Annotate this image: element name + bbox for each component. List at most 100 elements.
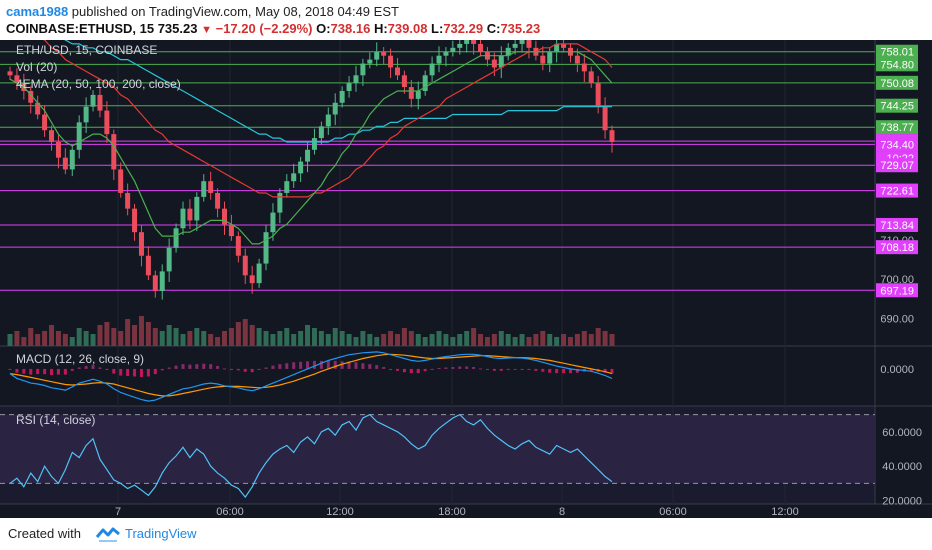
candle-body <box>49 130 55 142</box>
volume-bar <box>138 316 144 346</box>
price-change: −17.20 (−2.29%) <box>215 21 313 36</box>
candle-body <box>325 114 331 127</box>
macd-histogram-bar <box>479 368 483 370</box>
macd-axis-label: 0.0000 <box>880 364 914 376</box>
macd-histogram-bar <box>347 361 351 369</box>
candle-body <box>498 55 504 68</box>
candle-body <box>138 232 144 256</box>
candle-body <box>208 181 214 193</box>
close-value: 735.23 <box>500 21 541 36</box>
volume-bar <box>602 331 608 346</box>
volume-bar <box>159 331 165 346</box>
volume-bar <box>277 331 283 346</box>
candle-body <box>422 75 428 91</box>
volume-bar <box>270 334 276 346</box>
macd-histogram-bar <box>437 367 441 369</box>
rsi-axis-label: 40.0000 <box>882 461 922 473</box>
candle-body <box>90 94 96 107</box>
rsi-axis-label: 20.0000 <box>882 496 922 508</box>
candle-body <box>588 71 594 84</box>
created-with-text: Created with <box>8 526 81 541</box>
candle-body <box>180 208 186 229</box>
volume-bar <box>173 328 179 346</box>
macd-histogram-bar <box>423 368 427 372</box>
macd-histogram-bar <box>8 368 12 370</box>
volume-bar <box>42 331 48 346</box>
volume-bar <box>208 334 214 346</box>
candle-body <box>166 247 172 272</box>
author-name[interactable]: cama1988 <box>6 4 69 19</box>
candle-body <box>574 55 580 64</box>
candle-body <box>602 106 608 131</box>
candle-body <box>346 83 352 91</box>
volume-bar <box>422 337 428 346</box>
price-tag-label: 738.77 <box>880 122 914 134</box>
macd-legend-label: MACD (12, 26, close, 9) <box>16 352 144 366</box>
price-axis-label: 700.00 <box>880 274 914 286</box>
candle-body <box>526 40 532 48</box>
candle-body <box>222 208 228 225</box>
volume-bar <box>69 337 75 346</box>
candle-body <box>14 75 20 84</box>
x-tick-label: 06:00 <box>216 506 244 518</box>
last-price: 735.23 <box>157 21 198 36</box>
macd-histogram-bar <box>105 368 109 370</box>
macd-histogram-bar <box>458 366 462 369</box>
macd-line <box>9 351 613 402</box>
price-axis-area <box>875 40 932 504</box>
volume-bar <box>194 328 200 346</box>
candle-body <box>471 40 477 44</box>
candle-body <box>360 63 366 76</box>
volume-bar <box>111 328 117 346</box>
volume-bar <box>228 328 234 346</box>
candle-body <box>291 173 297 182</box>
candle-body <box>83 106 89 123</box>
macd-histogram-bar <box>562 368 566 374</box>
volume-bar <box>291 334 297 346</box>
macd-histogram-bar <box>575 368 579 373</box>
volume-bar <box>76 328 82 346</box>
high-label: H: <box>373 21 388 36</box>
volume-bar <box>318 331 324 346</box>
price-tag-box <box>876 137 918 152</box>
candle-body <box>505 47 511 56</box>
macd-histogram-bar <box>146 368 150 377</box>
macd-histogram-bar <box>555 368 559 374</box>
volume-bar <box>62 334 68 346</box>
candle-body <box>228 224 234 237</box>
volume-bar <box>505 334 511 346</box>
open-value: 738.16 <box>330 21 371 36</box>
macd-histogram-bar <box>361 363 365 369</box>
macd-histogram-bar <box>354 362 358 369</box>
candle-body <box>132 208 138 233</box>
volume-bar <box>394 334 400 346</box>
price-tag-label: 729.07 <box>880 160 914 172</box>
macd-histogram-bar <box>188 364 192 369</box>
candle-body <box>35 102 41 115</box>
ema100-line <box>64 40 612 143</box>
candle-body <box>609 130 615 142</box>
x-tick-label: 12:00 <box>771 506 799 518</box>
macd-histogram-bar <box>236 368 240 371</box>
macd-histogram-bar <box>77 367 81 369</box>
price-tag-label: 722.61 <box>880 186 914 198</box>
price-tag-label: 708.18 <box>880 242 914 254</box>
tradingview-logo-icon[interactable] <box>95 525 121 543</box>
tradingview-brand[interactable]: TradingView <box>125 526 197 541</box>
candle-body <box>464 40 470 44</box>
volume-bar <box>353 337 359 346</box>
macd-histogram-bar <box>306 361 310 369</box>
volume-bar <box>588 334 594 346</box>
volume-bar <box>443 334 449 346</box>
candle-body <box>512 43 518 48</box>
x-tick-label: 12:00 <box>326 506 354 518</box>
candle-body <box>305 149 311 162</box>
volume-bar <box>83 331 89 346</box>
macd-histogram-bar <box>63 368 67 375</box>
candle-body <box>450 47 456 52</box>
macd-histogram-bar <box>29 368 33 375</box>
macd-histogram-bar <box>326 360 330 369</box>
price-tag-box <box>876 98 918 113</box>
volume-bar <box>249 325 255 346</box>
